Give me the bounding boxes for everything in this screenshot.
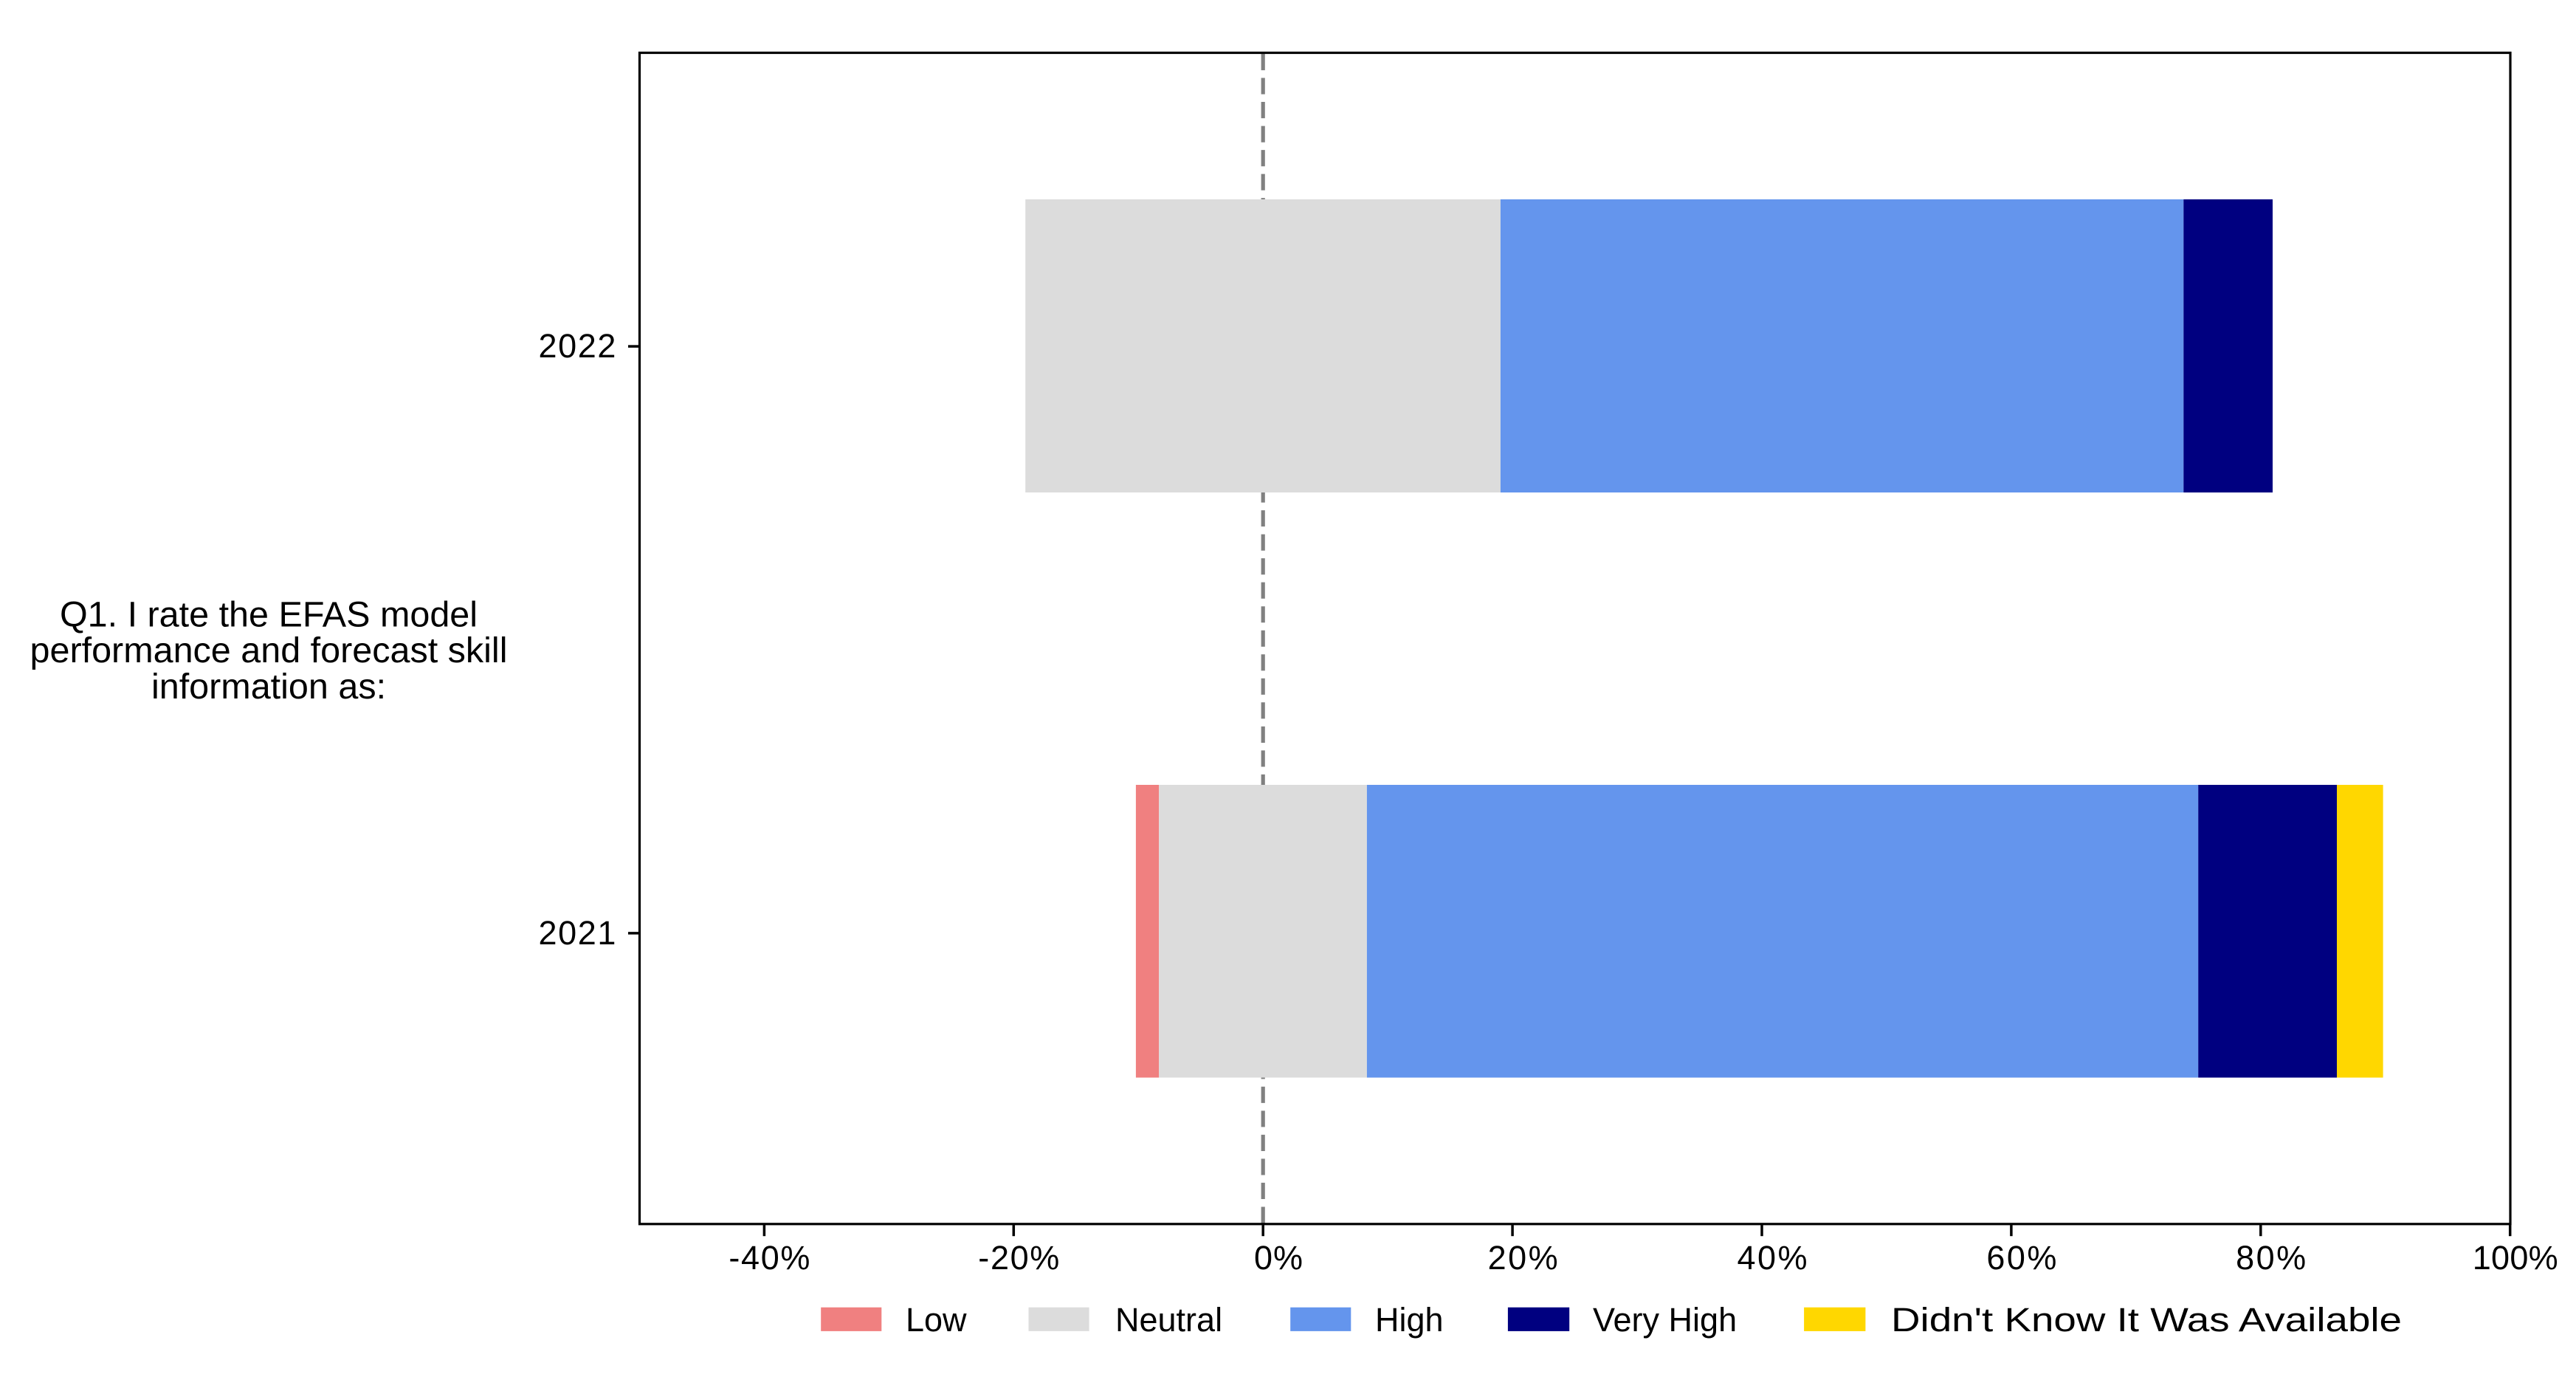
svg-text:20%: 20% [1488,1239,1558,1277]
svg-text:80%: 80% [2236,1239,2306,1277]
svg-text:60%: 60% [1986,1239,2056,1277]
svg-text:Q1. I rate the EFAS model: Q1. I rate the EFAS model [60,594,478,634]
svg-text:Neutral: Neutral [1115,1301,1222,1339]
svg-text:Low: Low [906,1301,967,1339]
svg-text:Very High: Very High [1593,1301,1737,1339]
svg-text:information as:: information as: [151,667,386,707]
svg-text:2022: 2022 [538,327,617,365]
svg-text:2021: 2021 [538,914,617,952]
svg-text:High: High [1375,1301,1444,1339]
svg-text:40%: 40% [1738,1239,1808,1277]
svg-text:100%: 100% [2473,1239,2558,1277]
svg-text:performance and forecast skill: performance and forecast skill [30,631,508,670]
svg-text:-20%: -20% [978,1239,1059,1277]
svg-text:Didn't Know It Was Available: Didn't Know It Was Available [1891,1301,2402,1339]
svg-text:-40%: -40% [729,1239,810,1277]
svg-text:0%: 0% [1254,1239,1303,1277]
